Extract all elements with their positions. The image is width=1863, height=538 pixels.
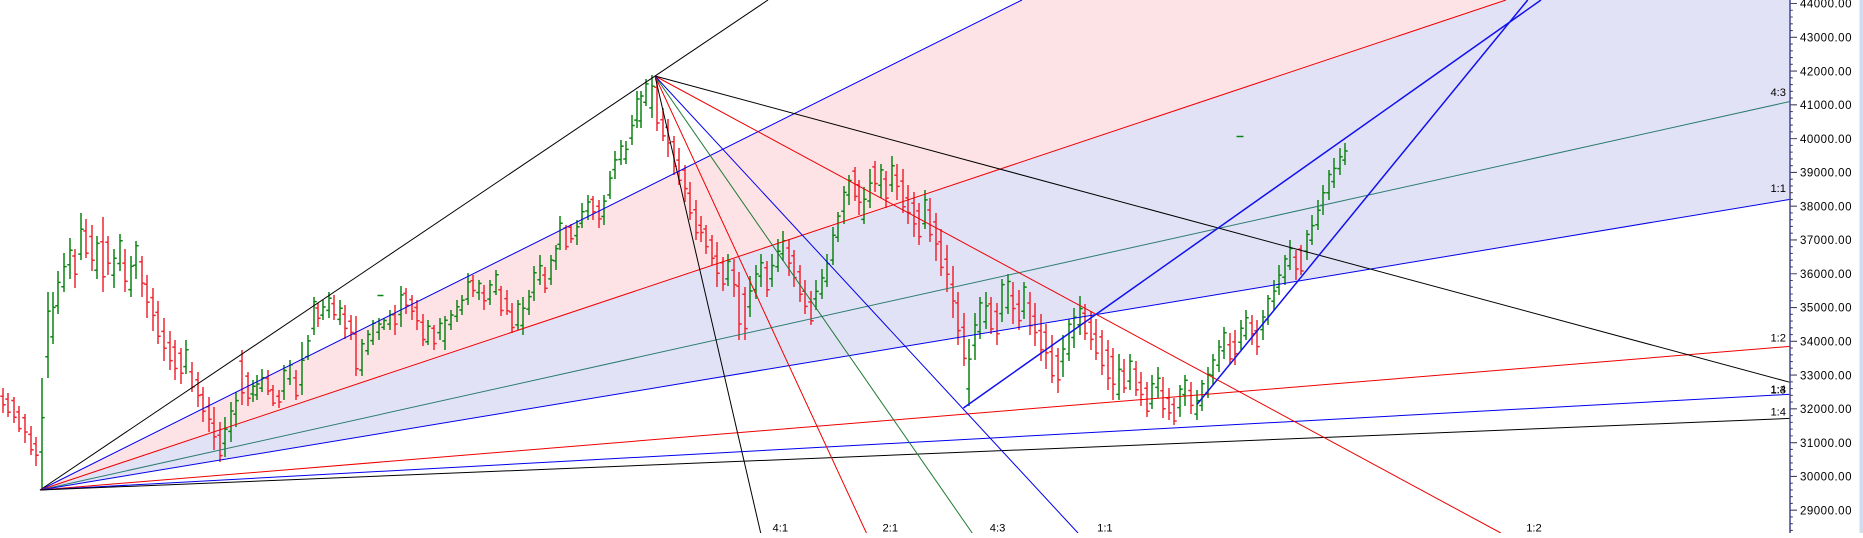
svg-text:41000.00: 41000.00 <box>1800 100 1852 112</box>
svg-text:37000.00: 37000.00 <box>1800 235 1852 247</box>
svg-text:31000.00: 31000.00 <box>1800 438 1852 450</box>
svg-text:29000.00: 29000.00 <box>1800 505 1852 517</box>
svg-text:1:2: 1:2 <box>1526 523 1542 534</box>
svg-text:33000.00: 33000.00 <box>1800 370 1852 382</box>
svg-text:30000.00: 30000.00 <box>1800 472 1852 484</box>
svg-text:1:2: 1:2 <box>1770 333 1786 345</box>
svg-text:40000.00: 40000.00 <box>1800 134 1852 146</box>
svg-text:35000.00: 35000.00 <box>1800 303 1852 315</box>
svg-text:4:3: 4:3 <box>1770 87 1786 99</box>
svg-text:34000.00: 34000.00 <box>1800 337 1852 349</box>
svg-text:4:1: 4:1 <box>773 523 789 534</box>
svg-text:44000.00: 44000.00 <box>1800 0 1852 11</box>
svg-text:1:4: 1:4 <box>1770 384 1786 396</box>
svg-text:4:3: 4:3 <box>990 523 1006 534</box>
svg-text:43000.00: 43000.00 <box>1800 33 1852 45</box>
svg-text:42000.00: 42000.00 <box>1800 66 1852 78</box>
svg-text:36000.00: 36000.00 <box>1800 269 1852 281</box>
svg-text:39000.00: 39000.00 <box>1800 168 1852 180</box>
svg-text:1:1: 1:1 <box>1097 523 1113 534</box>
svg-text:1:4: 1:4 <box>1770 407 1786 419</box>
svg-text:38000.00: 38000.00 <box>1800 201 1852 213</box>
svg-text:1:1: 1:1 <box>1770 183 1786 195</box>
svg-text:2:1: 2:1 <box>883 523 899 534</box>
svg-text:32000.00: 32000.00 <box>1800 404 1852 416</box>
